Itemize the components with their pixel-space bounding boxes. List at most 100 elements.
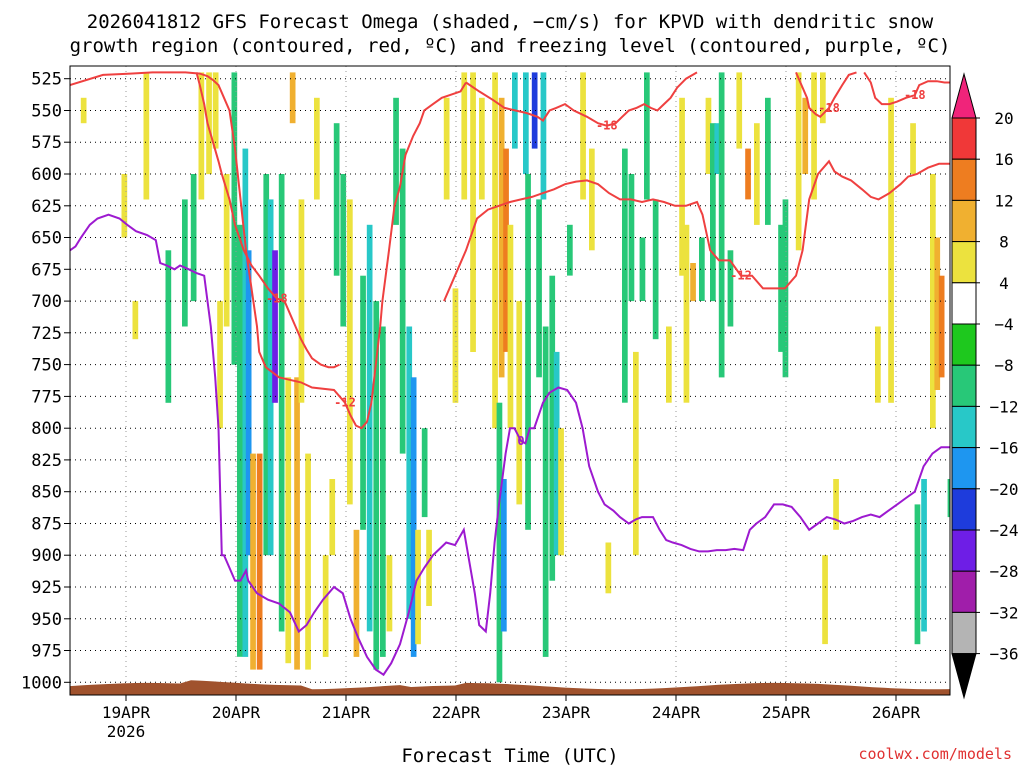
colorbar-tick-label: −32 bbox=[990, 603, 1019, 622]
colorbar-band bbox=[951, 611, 977, 655]
omega-cell bbox=[666, 326, 672, 403]
dgz-contour bbox=[443, 159, 950, 302]
omega-cell bbox=[242, 148, 249, 657]
y-tick-label: 975 bbox=[31, 642, 62, 662]
dgz-contour-label: -18 bbox=[818, 101, 840, 115]
x-tick-sublabel: 2026 bbox=[107, 722, 146, 741]
omega-cell bbox=[795, 72, 802, 251]
colorbar-tick-label: 4 bbox=[999, 274, 1009, 293]
omega-cell bbox=[263, 174, 270, 556]
omega-cell bbox=[811, 72, 817, 200]
omega-cell bbox=[802, 97, 809, 174]
omega-cell bbox=[278, 174, 285, 632]
y-axis: 525 550 575 600 625 650 675 700 725 750 775 800 825 8… bbox=[21, 70, 70, 693]
y-tick-label: 750 bbox=[31, 356, 62, 376]
colorbar-band bbox=[951, 364, 977, 407]
omega-cell bbox=[558, 428, 564, 556]
x-tick-label: 19APR bbox=[102, 703, 151, 722]
omega-cell bbox=[690, 263, 696, 302]
y-tick-label: 875 bbox=[31, 515, 62, 535]
y-tick-label: 650 bbox=[31, 229, 62, 249]
y-tick-label: 525 bbox=[31, 70, 62, 90]
omega-cell bbox=[329, 479, 336, 556]
colorbar-tick-label: −16 bbox=[990, 439, 1019, 458]
colorbar-tick-label: −4 bbox=[994, 315, 1013, 334]
y-tick-label: 700 bbox=[31, 292, 62, 312]
dgz-contour-label: -18 bbox=[266, 292, 288, 306]
omega-cell bbox=[347, 199, 353, 505]
omega-cell bbox=[121, 174, 128, 238]
y-tick-label: 1000 bbox=[21, 673, 62, 693]
omega-cell bbox=[285, 377, 292, 664]
omega-cell bbox=[399, 148, 406, 454]
omega-cell bbox=[501, 479, 507, 632]
omega-cell bbox=[516, 301, 523, 505]
y-tick-label: 950 bbox=[31, 610, 62, 630]
omega-cell bbox=[245, 250, 252, 556]
omega-cell bbox=[921, 479, 927, 632]
omega-cell bbox=[639, 237, 646, 301]
chart-title-line-2: growth region (contoured, red, ºC) and f… bbox=[70, 35, 951, 57]
omega-cell bbox=[628, 174, 635, 302]
plot-area: -12 -18 -18 -12 -18 -18 0 bbox=[69, 65, 951, 696]
credit-text: coolwx.com/models bbox=[858, 745, 1012, 763]
x-tick-label: 26APR bbox=[872, 703, 921, 722]
omega-cell bbox=[426, 529, 432, 606]
omega-cell bbox=[549, 275, 556, 581]
y-tick-label: 575 bbox=[31, 133, 62, 153]
omega-cell bbox=[298, 199, 305, 403]
omega-cell bbox=[452, 288, 459, 403]
y-tick-label: 850 bbox=[31, 483, 62, 503]
omega-cell bbox=[165, 250, 172, 403]
omega-cell bbox=[699, 237, 705, 301]
omega-cell bbox=[745, 148, 751, 200]
omega-cell bbox=[492, 72, 498, 429]
dgz-contour bbox=[863, 71, 950, 106]
omega-cell bbox=[182, 199, 188, 327]
omega-cell bbox=[833, 479, 839, 530]
x-tick-label: 24APR bbox=[652, 703, 701, 722]
omega-cell bbox=[679, 97, 685, 276]
omega-cell bbox=[507, 224, 514, 429]
omega-cell bbox=[366, 224, 373, 632]
omega-cell bbox=[461, 72, 468, 200]
omega-cell bbox=[190, 174, 197, 302]
omega-cell bbox=[470, 72, 476, 353]
y-tick-label: 825 bbox=[31, 451, 62, 471]
dgz-contour-label: -12 bbox=[334, 396, 356, 410]
colorbar-band bbox=[951, 241, 977, 284]
y-tick-label: 600 bbox=[31, 165, 62, 185]
terrain-path bbox=[70, 680, 950, 695]
dgz-contour bbox=[70, 71, 467, 430]
omega-cell bbox=[718, 72, 725, 378]
colorbar-band bbox=[951, 529, 977, 572]
freezing-contour bbox=[70, 213, 950, 677]
omega-cell bbox=[393, 97, 399, 225]
omega-cell bbox=[443, 97, 450, 200]
omega-cell bbox=[822, 555, 828, 645]
x-axis-label: Forecast Time (UTC) bbox=[401, 745, 618, 767]
omega-cell bbox=[589, 148, 595, 251]
omega-cell bbox=[143, 72, 150, 200]
omega-cell bbox=[380, 326, 386, 657]
dgz-contours: -12 -18 -18 -12 -18 -18 bbox=[70, 71, 950, 430]
omega-cell bbox=[410, 377, 417, 657]
colorbar-band bbox=[951, 199, 977, 243]
omega-cell bbox=[727, 250, 734, 327]
colorbar-tick-label: 16 bbox=[994, 150, 1013, 169]
dgz-contour-label: -12 bbox=[730, 269, 752, 283]
omega-cell bbox=[333, 123, 340, 276]
y-tick-label: 675 bbox=[31, 260, 62, 280]
omega-cell bbox=[503, 148, 509, 352]
colorbar-band bbox=[951, 488, 977, 531]
y-tick-label: 625 bbox=[31, 197, 62, 217]
omega-cell bbox=[479, 97, 485, 200]
colorbar-tick-label: −36 bbox=[990, 645, 1019, 664]
omega-cell bbox=[736, 72, 743, 149]
omega-cell bbox=[496, 402, 503, 683]
y-tick-label: 775 bbox=[31, 387, 62, 407]
omega-cell bbox=[237, 224, 243, 657]
omega-cell bbox=[705, 97, 712, 174]
